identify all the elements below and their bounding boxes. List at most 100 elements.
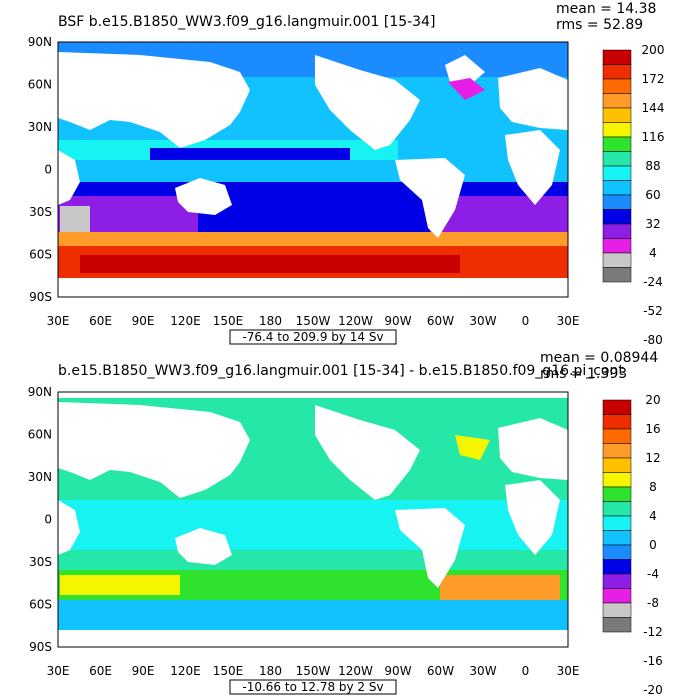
lat-tick-label: 30N bbox=[28, 120, 52, 134]
colorbar-label: -16 bbox=[643, 654, 663, 668]
colorbar-swatch bbox=[602, 107, 632, 123]
lon-tick-label: 150W bbox=[296, 664, 331, 678]
colorbar-swatch bbox=[602, 64, 632, 80]
colorbar-label: -12 bbox=[643, 625, 663, 639]
colorbar: 200 172 144 116 88 60 32 4 -24 -52 -80 bbox=[602, 43, 665, 347]
lon-tick-label: 120E bbox=[170, 314, 201, 328]
colorbar-swatch bbox=[602, 573, 632, 589]
colorbar-swatch bbox=[602, 530, 632, 546]
colorbar-swatch bbox=[602, 223, 632, 239]
lat-tick-label: 30N bbox=[28, 470, 52, 484]
lat-tick-label: 30S bbox=[29, 205, 52, 219]
lon-tick-label: 90W bbox=[384, 664, 411, 678]
colorbar-label: -52 bbox=[643, 304, 663, 318]
range-box bbox=[229, 329, 397, 345]
colorbar-swatch bbox=[602, 559, 632, 575]
colorbar-swatch bbox=[602, 180, 632, 196]
colorbar-label: -4 bbox=[647, 567, 659, 581]
colorbar-swatch bbox=[602, 486, 632, 502]
lon-tick-label: 90E bbox=[132, 314, 155, 328]
lon-tick-label: 30W bbox=[469, 314, 496, 328]
lon-tick-label: 120W bbox=[338, 664, 373, 678]
lon-tick-label: 180 bbox=[259, 664, 282, 678]
colorbar-label: 4 bbox=[649, 509, 657, 523]
colorbar-label: -8 bbox=[647, 596, 659, 610]
colorbar-label: 172 bbox=[642, 72, 665, 86]
colorbar-label: -20 bbox=[643, 683, 663, 697]
colorbar-swatch bbox=[602, 238, 632, 254]
lon-tick-label: 0 bbox=[522, 314, 530, 328]
range-box bbox=[229, 679, 397, 695]
lon-tick-label: 60E bbox=[89, 314, 112, 328]
colorbar-swatch bbox=[602, 472, 632, 488]
lon-tick-label: 180 bbox=[259, 314, 282, 328]
colorbar-swatch bbox=[602, 588, 632, 604]
rms-label: rms = 52.89 bbox=[556, 17, 643, 33]
colorbar-swatch bbox=[602, 617, 632, 633]
lon-tick-label: 90W bbox=[384, 314, 411, 328]
lat-tick-label: 60S bbox=[29, 248, 52, 262]
colorbar-label: -80 bbox=[643, 333, 663, 347]
range-label: -76.4 to 209.9 by 14 Sv bbox=[242, 330, 383, 344]
lon-tick-label: 120E bbox=[170, 664, 201, 678]
lat-tick-label: 90N bbox=[28, 385, 52, 399]
mean-label: mean = 14.38 bbox=[556, 1, 656, 17]
lat-tick-label: 0 bbox=[44, 513, 52, 527]
colorbar-swatch bbox=[602, 151, 632, 167]
colorbar-swatch bbox=[602, 515, 632, 531]
colorbar-swatch bbox=[602, 136, 632, 152]
panel-title: BSF b.e15.B1850_WW3.f09_g16.langmuir.001… bbox=[58, 14, 435, 30]
colorbar-swatch bbox=[602, 93, 632, 109]
colorbar-swatch bbox=[602, 399, 632, 415]
lat-tick-label: 30S bbox=[29, 555, 52, 569]
lon-axis: 30E 60E 90E 120E 150E 180 150W 120W 90W … bbox=[47, 314, 580, 328]
colorbar-swatch bbox=[602, 428, 632, 444]
colorbar-label: 20 bbox=[645, 393, 660, 407]
lat-tick-label: 60N bbox=[28, 428, 52, 442]
range-label: -10.66 to 12.78 by 2 Sv bbox=[242, 680, 383, 694]
colorbar-label: 32 bbox=[645, 217, 660, 231]
colorbar-swatch bbox=[602, 209, 632, 225]
colorbar-swatch bbox=[602, 457, 632, 473]
colorbar-label: 116 bbox=[642, 130, 665, 144]
lon-tick-label: 30E bbox=[47, 664, 70, 678]
lon-tick-label: 60W bbox=[427, 314, 454, 328]
lat-tick-label: 60N bbox=[28, 78, 52, 92]
colorbar-swatch bbox=[602, 443, 632, 459]
map-area bbox=[58, 42, 568, 297]
lon-tick-label: 60W bbox=[427, 664, 454, 678]
lat-tick-label: 90S bbox=[29, 290, 52, 304]
colorbar-swatch bbox=[602, 49, 632, 65]
lat-axis: 90N 60N 30N 0 30S 60S 90S bbox=[28, 35, 52, 304]
lon-tick-label: 30W bbox=[469, 664, 496, 678]
lon-tick-label: 30E bbox=[47, 314, 70, 328]
lon-tick-label: 60E bbox=[89, 664, 112, 678]
colorbar: 20 16 12 8 4 0 -4 -8 -12 -16 -20 bbox=[602, 393, 663, 697]
lon-tick-label: 30E bbox=[557, 314, 580, 328]
colorbar-swatch bbox=[602, 501, 632, 517]
lat-tick-label: 0 bbox=[44, 163, 52, 177]
colorbar-swatch bbox=[602, 414, 632, 430]
colorbar-label: -24 bbox=[643, 275, 663, 289]
panel-top: BSF b.e15.B1850_WW3.f09_g16.langmuir.001… bbox=[28, 1, 665, 347]
lon-tick-label: 90E bbox=[132, 664, 155, 678]
panel-title: b.e15.B1850_WW3.f09_g16.langmuir.001 [15… bbox=[58, 363, 624, 379]
lat-tick-label: 90N bbox=[28, 35, 52, 49]
lat-tick-label: 60S bbox=[29, 598, 52, 612]
colorbar-swatch bbox=[602, 544, 632, 560]
colorbar-swatch bbox=[602, 194, 632, 210]
colorbar-swatch bbox=[602, 252, 632, 268]
colorbar-label: 8 bbox=[649, 480, 657, 494]
map-frame bbox=[57, 41, 569, 298]
lon-tick-label: 150E bbox=[213, 664, 244, 678]
lon-tick-label: 120W bbox=[338, 314, 373, 328]
map-frame bbox=[57, 391, 569, 648]
colorbar-label: 16 bbox=[645, 422, 660, 436]
colorbar-label: 144 bbox=[642, 101, 665, 115]
lon-tick-label: 0 bbox=[522, 664, 530, 678]
colorbar-label: 88 bbox=[645, 159, 660, 173]
colorbar-label: 60 bbox=[645, 188, 660, 202]
colorbar-swatch bbox=[602, 267, 632, 283]
lon-tick-label: 150W bbox=[296, 314, 331, 328]
